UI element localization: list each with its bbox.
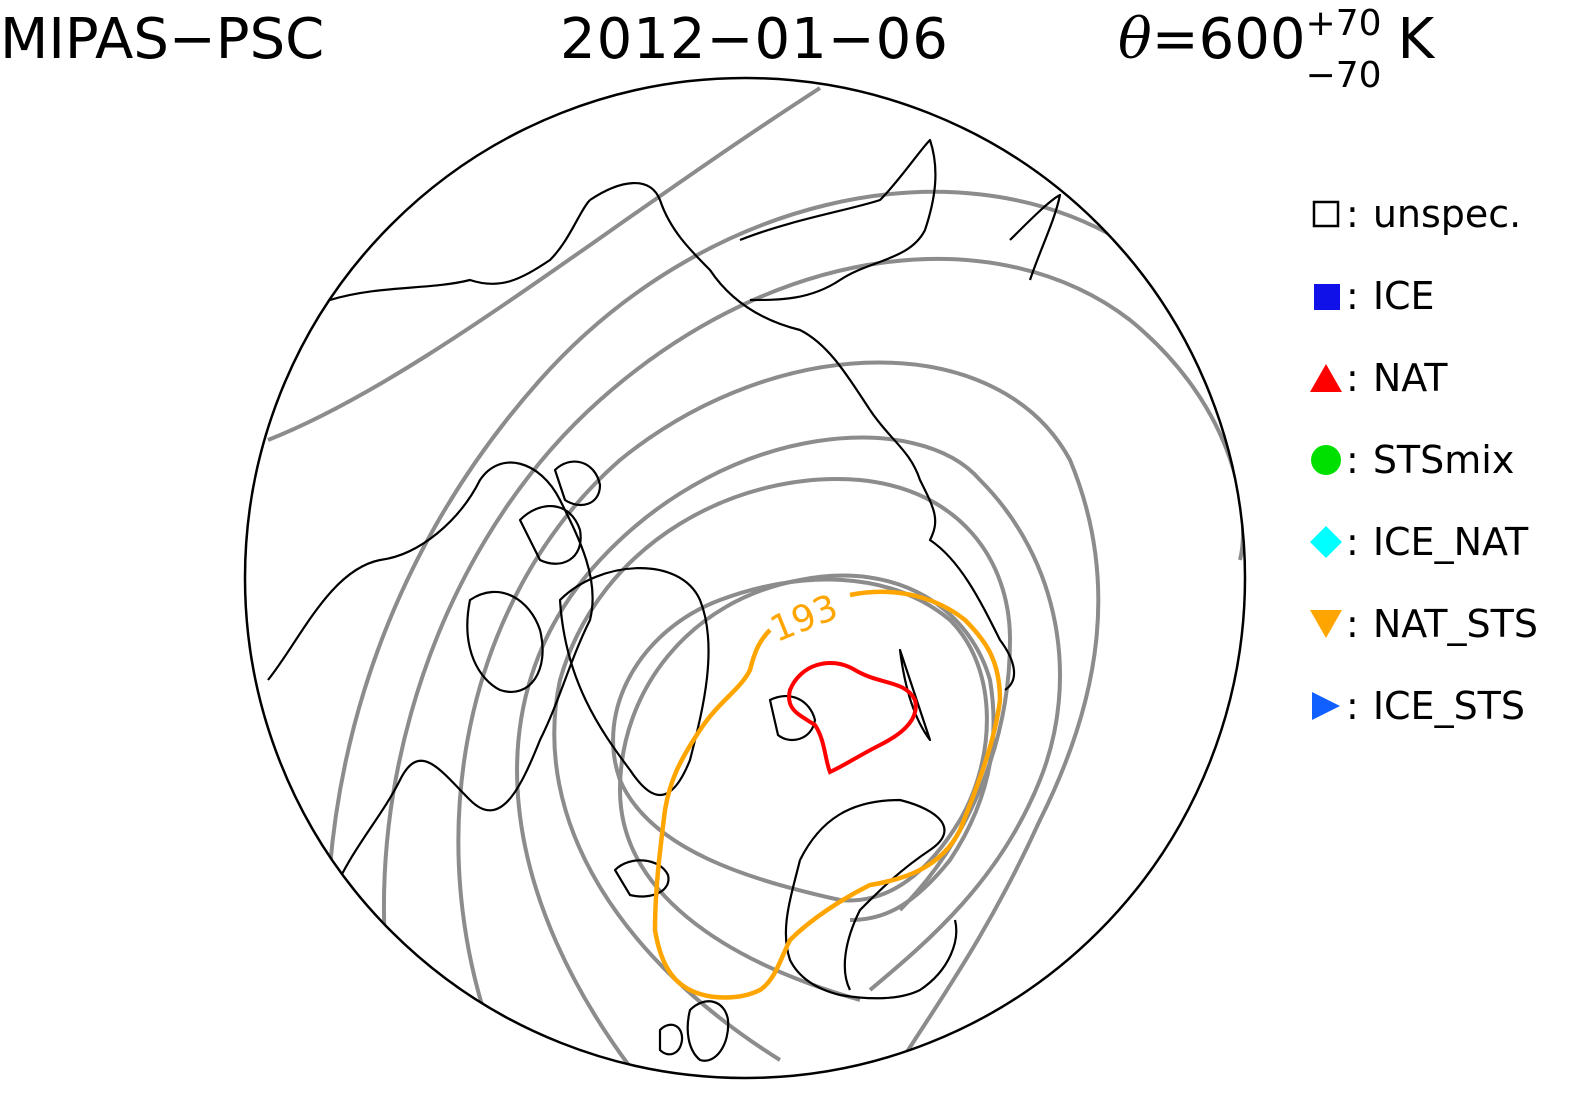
diamond-icon bbox=[1308, 524, 1344, 560]
coast-scandinavia-west bbox=[784, 859, 841, 997]
legend-item-ice-sts: : ICE_STS bbox=[1308, 684, 1525, 728]
coast-scandinavia bbox=[799, 798, 946, 991]
theta-title: θ=600 +70 −70 K bbox=[1118, 4, 1435, 96]
coast-greenland bbox=[558, 567, 710, 796]
legend-item-unspec: : unspec. bbox=[1308, 192, 1521, 236]
legend-colon: : bbox=[1346, 356, 1359, 400]
legend-label: ICE_STS bbox=[1372, 684, 1526, 728]
theta-symbol: θ bbox=[1118, 7, 1152, 72]
coast-chukotka bbox=[739, 138, 937, 302]
legend-colon: : bbox=[1346, 602, 1359, 646]
contour-label-193: 193 bbox=[765, 587, 844, 651]
legend-item-ice: : ICE bbox=[1308, 274, 1435, 318]
gray-contours bbox=[267, 86, 1245, 1078]
triangle-down-icon bbox=[1308, 606, 1344, 642]
legend-label: STSmix bbox=[1372, 438, 1515, 482]
coast-europe bbox=[839, 919, 958, 1000]
orange-contour-193 bbox=[652, 589, 1003, 1000]
gray-contour-8 bbox=[611, 577, 989, 903]
coast-islands-2 bbox=[553, 460, 602, 507]
coast-baffin bbox=[466, 590, 544, 693]
legend-colon: : bbox=[1346, 520, 1359, 564]
gray-contour-7 bbox=[617, 573, 996, 1002]
gray-contour-6 bbox=[552, 477, 1013, 1062]
theta-unit: K bbox=[1397, 7, 1435, 72]
triangle-up-icon bbox=[1308, 360, 1344, 396]
legend-label: ICE bbox=[1372, 274, 1435, 318]
coast-iceland bbox=[613, 859, 670, 898]
theta-plus: +70 bbox=[1305, 3, 1382, 44]
coast-ireland bbox=[658, 1023, 684, 1056]
legend-item-nat-sts: : NAT_STS bbox=[1308, 602, 1538, 646]
legend-colon: : bbox=[1346, 274, 1359, 318]
legend-item-ice-nat: : ICE_NAT bbox=[1308, 520, 1528, 564]
red-contour bbox=[787, 660, 918, 775]
legend-item-stsmix: : STSmix bbox=[1308, 438, 1514, 482]
coast-islands-1 bbox=[518, 505, 582, 565]
legend-colon: : bbox=[1346, 684, 1359, 728]
legend-label: NAT_STS bbox=[1372, 602, 1538, 646]
theta-value: =600 bbox=[1151, 7, 1306, 72]
gray-contour-2 bbox=[324, 189, 1122, 1061]
coast-alaska bbox=[329, 199, 591, 302]
square-filled-icon bbox=[1308, 278, 1344, 314]
coast-kamchatka bbox=[1009, 193, 1062, 281]
legend-colon: : bbox=[1346, 192, 1359, 236]
legend-label: NAT bbox=[1372, 356, 1448, 400]
coast-siberia bbox=[869, 409, 1016, 691]
coast-beaufort bbox=[589, 182, 871, 411]
theta-range: +70 −70 bbox=[1306, 4, 1392, 96]
triangle-right-icon bbox=[1308, 688, 1344, 724]
coast-svalbard bbox=[768, 695, 817, 742]
coast-british-isles bbox=[686, 1000, 730, 1062]
legend-colon: : bbox=[1346, 438, 1359, 482]
legend-label: ICE_NAT bbox=[1372, 520, 1529, 564]
gray-contour-4 bbox=[456, 360, 1101, 1078]
coast-novaya-zemlya bbox=[898, 648, 932, 742]
instrument-title: MIPAS−PSC bbox=[0, 7, 325, 72]
gray-contour-5 bbox=[515, 435, 1062, 1078]
theta-minus: −70 bbox=[1305, 55, 1382, 96]
legend-label: unspec. bbox=[1372, 192, 1522, 236]
gray-contour-3 bbox=[382, 257, 1245, 1078]
square-open-icon bbox=[1308, 196, 1344, 232]
coast-canada bbox=[267, 461, 594, 901]
coastlines bbox=[267, 138, 1062, 1062]
date-title: 2012−01−06 bbox=[560, 7, 949, 72]
gray-contour-1 bbox=[267, 86, 822, 442]
globe-boundary bbox=[243, 76, 1247, 1080]
circle-icon bbox=[1308, 442, 1344, 478]
legend-item-nat: : NAT bbox=[1308, 356, 1448, 400]
